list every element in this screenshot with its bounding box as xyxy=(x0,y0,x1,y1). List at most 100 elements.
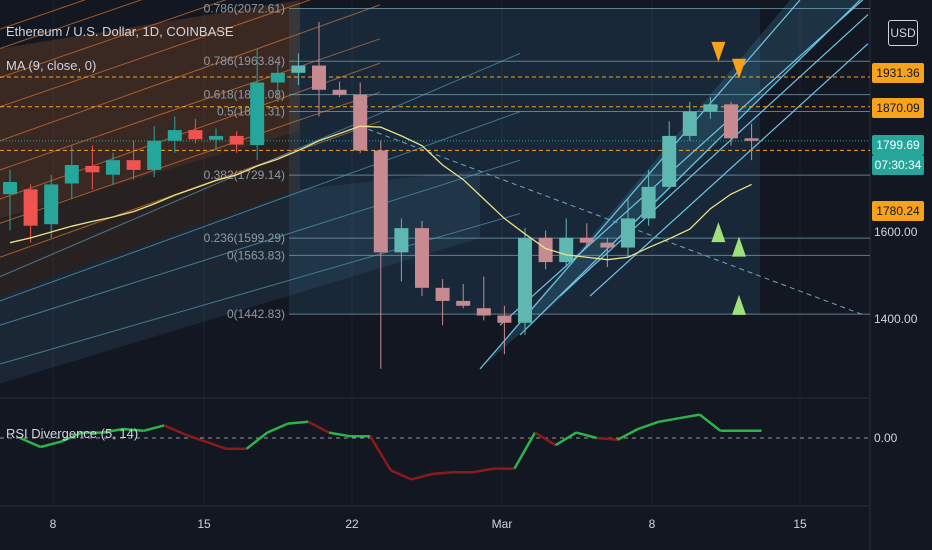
time-label: 15 xyxy=(197,517,211,531)
candle-body xyxy=(435,287,450,301)
rsi-segment xyxy=(616,427,639,441)
candle-body xyxy=(703,104,718,112)
rsi-segment xyxy=(163,424,186,436)
candle-body xyxy=(538,237,553,263)
candle-body xyxy=(476,308,491,316)
candle-body xyxy=(64,165,79,184)
rsi-segment xyxy=(369,435,392,472)
rsi-segment xyxy=(637,420,660,431)
candle-body xyxy=(167,130,182,141)
price-tag-orange-1: 1931.36 xyxy=(872,63,924,83)
candle-body xyxy=(744,138,759,141)
sell-signal-arrow xyxy=(732,58,746,79)
candle-body xyxy=(250,82,265,146)
candle-body xyxy=(394,228,409,253)
rsi-segment xyxy=(554,431,577,447)
candle-body xyxy=(126,160,141,170)
rsi-segment xyxy=(245,431,268,450)
buy-signal-arrow xyxy=(711,222,726,243)
candle-body xyxy=(621,218,635,248)
candle-body xyxy=(456,300,471,306)
rsi-segment xyxy=(699,413,722,432)
candle-body xyxy=(270,72,285,83)
orange-channel-fill-lower xyxy=(0,131,300,297)
candle-body xyxy=(23,189,38,226)
symbol-legend: Ethereum / U.S. Dollar, 1D, COINBASE xyxy=(6,24,234,39)
candle-body xyxy=(188,130,203,140)
fib-level-label: 0.618(1895.08) xyxy=(204,88,285,102)
rsi-segment xyxy=(472,467,495,474)
time-label: Mar xyxy=(492,517,513,531)
sell-signal-arrow xyxy=(711,41,726,62)
price-label-1400: 1400.00 xyxy=(874,312,918,326)
candle-body xyxy=(3,182,17,195)
candle-body xyxy=(85,165,100,173)
ascending-channel-line xyxy=(519,0,861,336)
ma-legend: MA (9, close, 0) xyxy=(6,58,97,73)
orange-channel-line xyxy=(0,38,381,171)
orange-channel-line xyxy=(0,0,86,30)
candle-body xyxy=(106,160,120,175)
rsi-segment xyxy=(575,431,598,440)
orange-channel-line xyxy=(0,91,381,224)
fib-level-label: 0(1563.83) xyxy=(227,248,285,262)
candle-body xyxy=(373,150,388,253)
rsi-segment xyxy=(287,420,309,425)
candle-body xyxy=(559,237,574,263)
rsi-segment xyxy=(184,433,206,443)
candle-body xyxy=(291,65,306,73)
rsi-segment xyxy=(204,440,227,450)
rsi-segment xyxy=(534,431,557,447)
rsi-segment xyxy=(19,436,42,449)
fib-level-label: 0.236(1599.29) xyxy=(204,231,285,245)
fib-level-label: 0(1442.83) xyxy=(227,307,285,321)
candle-body xyxy=(579,237,594,243)
candle-body xyxy=(662,135,677,187)
ascending-channel-line xyxy=(479,0,801,370)
buy-signal-arrow xyxy=(732,294,746,315)
candle-body xyxy=(209,135,223,140)
candle-body xyxy=(229,135,244,145)
buy-signal-arrow xyxy=(732,236,746,257)
rsi-segment xyxy=(328,431,350,438)
time-label: 22 xyxy=(345,517,359,531)
currency-button[interactable]: USD xyxy=(888,20,918,46)
candle-body xyxy=(353,94,368,151)
rsi-segment xyxy=(431,470,453,476)
rsi-segment xyxy=(60,431,83,443)
candle-body xyxy=(518,237,532,323)
blue-fan-line xyxy=(0,111,521,302)
candle-body xyxy=(682,111,697,136)
price-label-1600: 1600.00 xyxy=(874,225,918,239)
rsi-segment xyxy=(307,420,330,434)
candle-body xyxy=(415,228,429,288)
time-label: 8 xyxy=(50,517,57,531)
time-label: 15 xyxy=(793,517,807,531)
candle-body xyxy=(641,186,656,219)
orange-channel-line xyxy=(0,0,227,79)
orange-channel-line xyxy=(0,4,381,142)
rsi-segment xyxy=(678,413,701,420)
rsi-segment xyxy=(658,416,680,424)
rsi-segment xyxy=(40,440,62,449)
ascending-channel-line xyxy=(559,14,869,297)
rsi-legend: RSI Divergence (5, 14) xyxy=(6,426,139,441)
countdown-tag: 07:30:34 xyxy=(872,155,924,175)
blue-fan-line xyxy=(0,159,521,326)
rsi-segment xyxy=(596,436,618,442)
candle-body xyxy=(724,104,738,139)
fib-level-label: 0.786(2072.61) xyxy=(204,1,285,15)
rsi-segment xyxy=(122,427,144,433)
rsi-axis-label: 0.00 xyxy=(874,431,898,445)
price-tag-orange-3: 1780.24 xyxy=(872,201,924,221)
rsi-segment xyxy=(411,472,433,481)
candle-body xyxy=(332,89,347,95)
candle-body xyxy=(44,184,59,225)
last-price-tag: 1799.69 xyxy=(872,135,924,155)
candle-body xyxy=(312,65,326,90)
candle-body xyxy=(497,315,512,323)
blue-fan-fill xyxy=(0,169,480,384)
rsi-segment xyxy=(513,431,537,470)
